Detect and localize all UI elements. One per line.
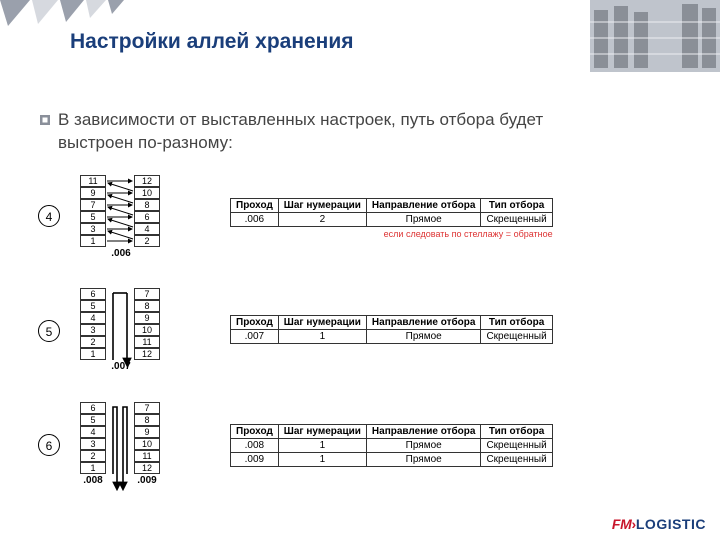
- marker-4: 4: [38, 205, 60, 227]
- th-pass: Проход: [231, 316, 279, 330]
- th-pass: Проход: [231, 199, 279, 213]
- rack-cell: 3: [80, 223, 106, 235]
- td-pass: .008: [231, 439, 279, 453]
- rack-cell: 7: [134, 402, 160, 414]
- rack-cell: 2: [80, 450, 106, 462]
- th-step: Шаг нумерации: [278, 199, 366, 213]
- rack-cell: 12: [134, 462, 160, 474]
- page-title: Настройки аллей хранения: [70, 30, 354, 54]
- rack-cell: 12: [134, 175, 160, 187]
- intro-text: В зависимости от выставленных настроек, …: [58, 109, 578, 155]
- rack-cell: 9: [80, 187, 106, 199]
- rack-cell: 1: [80, 235, 106, 247]
- th-type: Тип отбора: [481, 316, 552, 330]
- th-dir: Направление отбора: [366, 425, 481, 439]
- td-type: Скрещенный: [481, 213, 552, 227]
- rack-cell: 8: [134, 414, 160, 426]
- td-dir: Прямое: [366, 213, 481, 227]
- warehouse-photo: [590, 0, 720, 72]
- aisle-label-r: .009: [134, 475, 160, 486]
- settings-table-6: Проход Шаг нумерации Направление отбора …: [230, 424, 553, 467]
- rack-cell: 2: [134, 235, 160, 247]
- rack-cell: 11: [134, 336, 160, 348]
- rack-cell: 12: [134, 348, 160, 360]
- diagram-4: 11 9 7 5 3 1 12 10 8 6 4 2: [80, 175, 162, 247]
- settings-table-5: Проход Шаг нумерации Направление отбора …: [230, 315, 553, 344]
- aisle-label-l: .008: [80, 475, 106, 486]
- marker-6: 6: [38, 434, 60, 456]
- settings-table-4: Проход Шаг нумерации Направление отбора …: [230, 198, 553, 227]
- rack-cell: 8: [134, 199, 160, 211]
- td-dir: Прямое: [366, 453, 481, 467]
- rack-cell: 10: [134, 438, 160, 450]
- th-pass: Проход: [231, 425, 279, 439]
- rack-cell: 1: [80, 348, 106, 360]
- rack-cell: 5: [80, 300, 106, 312]
- td-dir: Прямое: [366, 330, 481, 344]
- rack-cell: 10: [134, 187, 160, 199]
- rack-cell: 9: [134, 312, 160, 324]
- th-type: Тип отбора: [481, 199, 552, 213]
- note-text: если следовать по стеллажу = обратное: [230, 229, 553, 239]
- rack-cell: 10: [134, 324, 160, 336]
- brand-logo: FM›LOGISTIC: [612, 516, 706, 532]
- td-step: 1: [278, 453, 366, 467]
- rack-cell: 3: [80, 438, 106, 450]
- aisle-label: .007: [80, 361, 162, 372]
- rack-cell: 7: [134, 288, 160, 300]
- td-type: Скрещенный: [481, 330, 552, 344]
- rack-cell: 7: [80, 199, 106, 211]
- rack-cell: 4: [80, 426, 106, 438]
- diagram-6: 6 5 4 3 2 1 .008 7 8 9 10 11 12 .009: [80, 402, 160, 486]
- th-dir: Направление отбора: [366, 199, 481, 213]
- rack-cell: 5: [80, 414, 106, 426]
- rack-cell: 3: [80, 324, 106, 336]
- logo-fm: FM: [612, 516, 632, 532]
- rack-cell: 11: [80, 175, 106, 187]
- td-dir: Прямое: [366, 439, 481, 453]
- td-pass: .006: [231, 213, 279, 227]
- td-step: 2: [278, 213, 366, 227]
- rack-cell: 6: [80, 402, 106, 414]
- td-step: 1: [278, 439, 366, 453]
- rack-cell: 4: [134, 223, 160, 235]
- diagram-5: 6 5 4 3 2 1 7 8 9 10 11 12: [80, 288, 162, 360]
- td-pass: .007: [231, 330, 279, 344]
- td-pass: .009: [231, 453, 279, 467]
- rack-cell: 8: [134, 300, 160, 312]
- th-step: Шаг нумерации: [278, 316, 366, 330]
- bullet-icon: [40, 115, 50, 125]
- rack-cell: 1: [80, 462, 106, 474]
- logo-text: LOGISTIC: [636, 516, 706, 532]
- rack-cell: 2: [80, 336, 106, 348]
- th-type: Тип отбора: [481, 425, 552, 439]
- rack-cell: 6: [80, 288, 106, 300]
- rack-cell: 5: [80, 211, 106, 223]
- rack-cell: 9: [134, 426, 160, 438]
- th-dir: Направление отбора: [366, 316, 481, 330]
- rack-cell: 6: [134, 211, 160, 223]
- th-step: Шаг нумерации: [278, 425, 366, 439]
- td-type: Скрещенный: [481, 439, 552, 453]
- td-type: Скрещенный: [481, 453, 552, 467]
- aisle-label: .006: [80, 248, 162, 259]
- td-step: 1: [278, 330, 366, 344]
- rack-cell: 4: [80, 312, 106, 324]
- rack-cell: 11: [134, 450, 160, 462]
- marker-5: 5: [38, 320, 60, 342]
